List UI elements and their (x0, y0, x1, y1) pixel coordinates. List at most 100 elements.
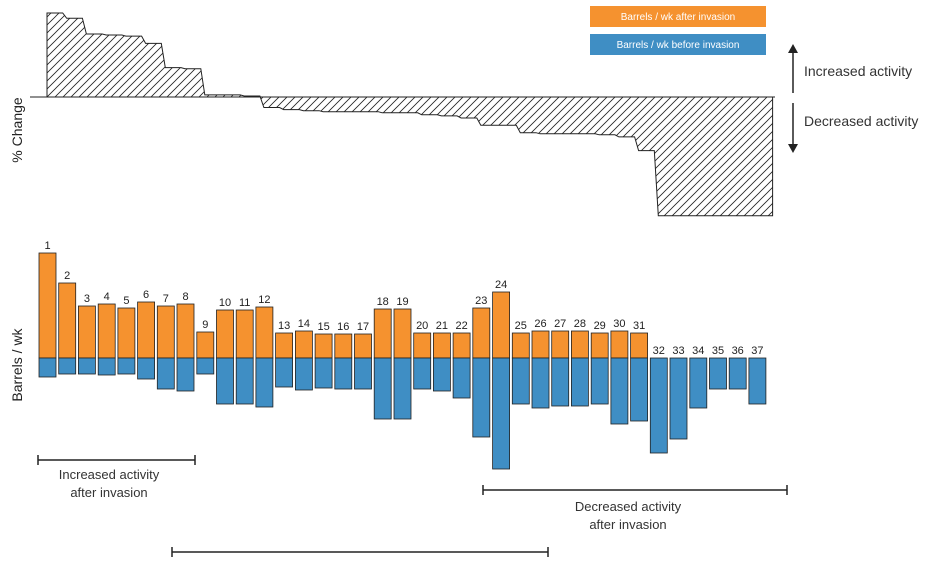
bar-number-label: 36 (732, 345, 744, 357)
bar-number-label: 13 (278, 320, 290, 332)
bar-after-27 (551, 330, 570, 359)
bracket-decrease-text-1: Decreased activity (575, 499, 682, 514)
barrels-ylabel: Barrels / wk (9, 327, 25, 401)
bar-before-20 (413, 357, 432, 390)
bar-number-label: 17 (357, 321, 369, 333)
bar-number-label: 32 (653, 345, 665, 357)
bar-number-label: 37 (751, 345, 763, 357)
bar-before-18 (373, 357, 392, 420)
bar-number-label: 18 (377, 296, 389, 308)
bar-before-23 (472, 357, 491, 438)
bar-after-2 (58, 282, 77, 359)
up-arrow-icon (788, 44, 798, 53)
bar-before-32 (649, 357, 668, 454)
bar-before-5 (117, 357, 136, 375)
legend-before-swatch (590, 34, 766, 55)
bar-before-13 (275, 357, 294, 388)
bar-before-34 (689, 357, 708, 409)
bar-before-25 (511, 357, 530, 405)
bar-number-label: 35 (712, 345, 724, 357)
bar-number-label: 30 (613, 318, 625, 330)
bar-number-label: 34 (692, 345, 704, 357)
bar-after-4 (97, 303, 116, 359)
bar-after-13 (275, 332, 294, 359)
bar-after-16 (334, 333, 353, 359)
bar-after-12 (255, 306, 274, 359)
bracket-increase: Increased activity after invasion (37, 455, 196, 500)
bar-number-label: 9 (202, 319, 208, 331)
bar-after-18 (373, 308, 392, 359)
change-area (46, 12, 774, 217)
down-arrow-icon (788, 144, 798, 153)
bar-before-28 (571, 357, 589, 407)
bar-after-10 (216, 309, 234, 359)
bar-before-24 (492, 357, 511, 470)
bar-before-3 (78, 357, 96, 375)
bar-number-label: 6 (143, 289, 149, 301)
bar-number-label: 19 (396, 296, 408, 308)
bar-before-10 (216, 357, 234, 405)
bar-before-35 (709, 357, 727, 390)
bar-number-label: 2 (64, 270, 70, 282)
legend: Barrels / wk after invasion Barrels / wk… (590, 6, 766, 55)
bar-after-1 (38, 252, 57, 359)
bar-before-21 (432, 357, 451, 392)
bar-number-label: 14 (298, 318, 310, 330)
bar-before-15 (314, 357, 333, 389)
bar-before-30 (610, 357, 629, 425)
bar-after-11 (235, 309, 254, 359)
change-ylabel: % Change (9, 97, 25, 163)
bar-number-label: 4 (104, 291, 110, 303)
bar-after-14 (294, 330, 313, 359)
bar-number-label: 11 (239, 297, 250, 309)
bar-number-label: 21 (436, 320, 448, 332)
bar-before-17 (354, 357, 372, 390)
bar-number-label: 8 (182, 291, 188, 303)
bar-before-9 (196, 357, 215, 375)
bar-after-24 (492, 291, 511, 359)
bar-before-1 (38, 357, 57, 378)
change-panel: % Change (9, 12, 775, 217)
bar-before-29 (590, 357, 609, 405)
bracket-decrease: Decreased activity after invasion (482, 485, 788, 532)
bar-after-22 (452, 332, 471, 359)
bar-after-30 (610, 330, 629, 359)
bar-after-8 (176, 303, 195, 359)
bar-number-label: 1 (44, 240, 50, 252)
bar-before-22 (452, 357, 471, 399)
bar-before-14 (294, 357, 313, 391)
legend-after-swatch (590, 6, 766, 27)
bar-before-4 (97, 357, 116, 376)
bar-before-36 (728, 357, 747, 390)
bar-after-21 (432, 332, 451, 359)
activity-arrows: Increased activity Decreased activity (788, 44, 918, 153)
decreased-activity-label: Decreased activity (804, 113, 918, 129)
bar-number-label: 15 (317, 321, 329, 333)
bar-number-label: 24 (495, 279, 507, 291)
bar-before-19 (393, 357, 412, 420)
bar-after-3 (78, 305, 96, 359)
bracket-bottom (171, 547, 549, 557)
bar-before-27 (551, 357, 570, 407)
bar-number-label: 5 (123, 295, 129, 307)
bar-before-12 (255, 357, 274, 408)
bar-after-29 (590, 332, 609, 359)
bar-number-label: 25 (515, 320, 527, 332)
bar-after-5 (117, 307, 136, 359)
bar-number-label: 12 (258, 294, 270, 306)
bar-after-20 (413, 332, 432, 359)
bar-after-9 (196, 331, 215, 359)
bar-before-26 (531, 357, 550, 409)
bar-before-2 (58, 357, 77, 375)
bar-after-6 (137, 301, 156, 359)
bar-number-label: 3 (84, 293, 90, 305)
bar-before-6 (137, 357, 156, 380)
bar-after-28 (571, 330, 589, 359)
legend-before-label: Barrels / wk before invasion (617, 40, 740, 51)
bracket-increase-text-1: Increased activity (59, 467, 160, 482)
bar-before-33 (669, 357, 688, 440)
bar-number-label: 27 (554, 318, 566, 330)
